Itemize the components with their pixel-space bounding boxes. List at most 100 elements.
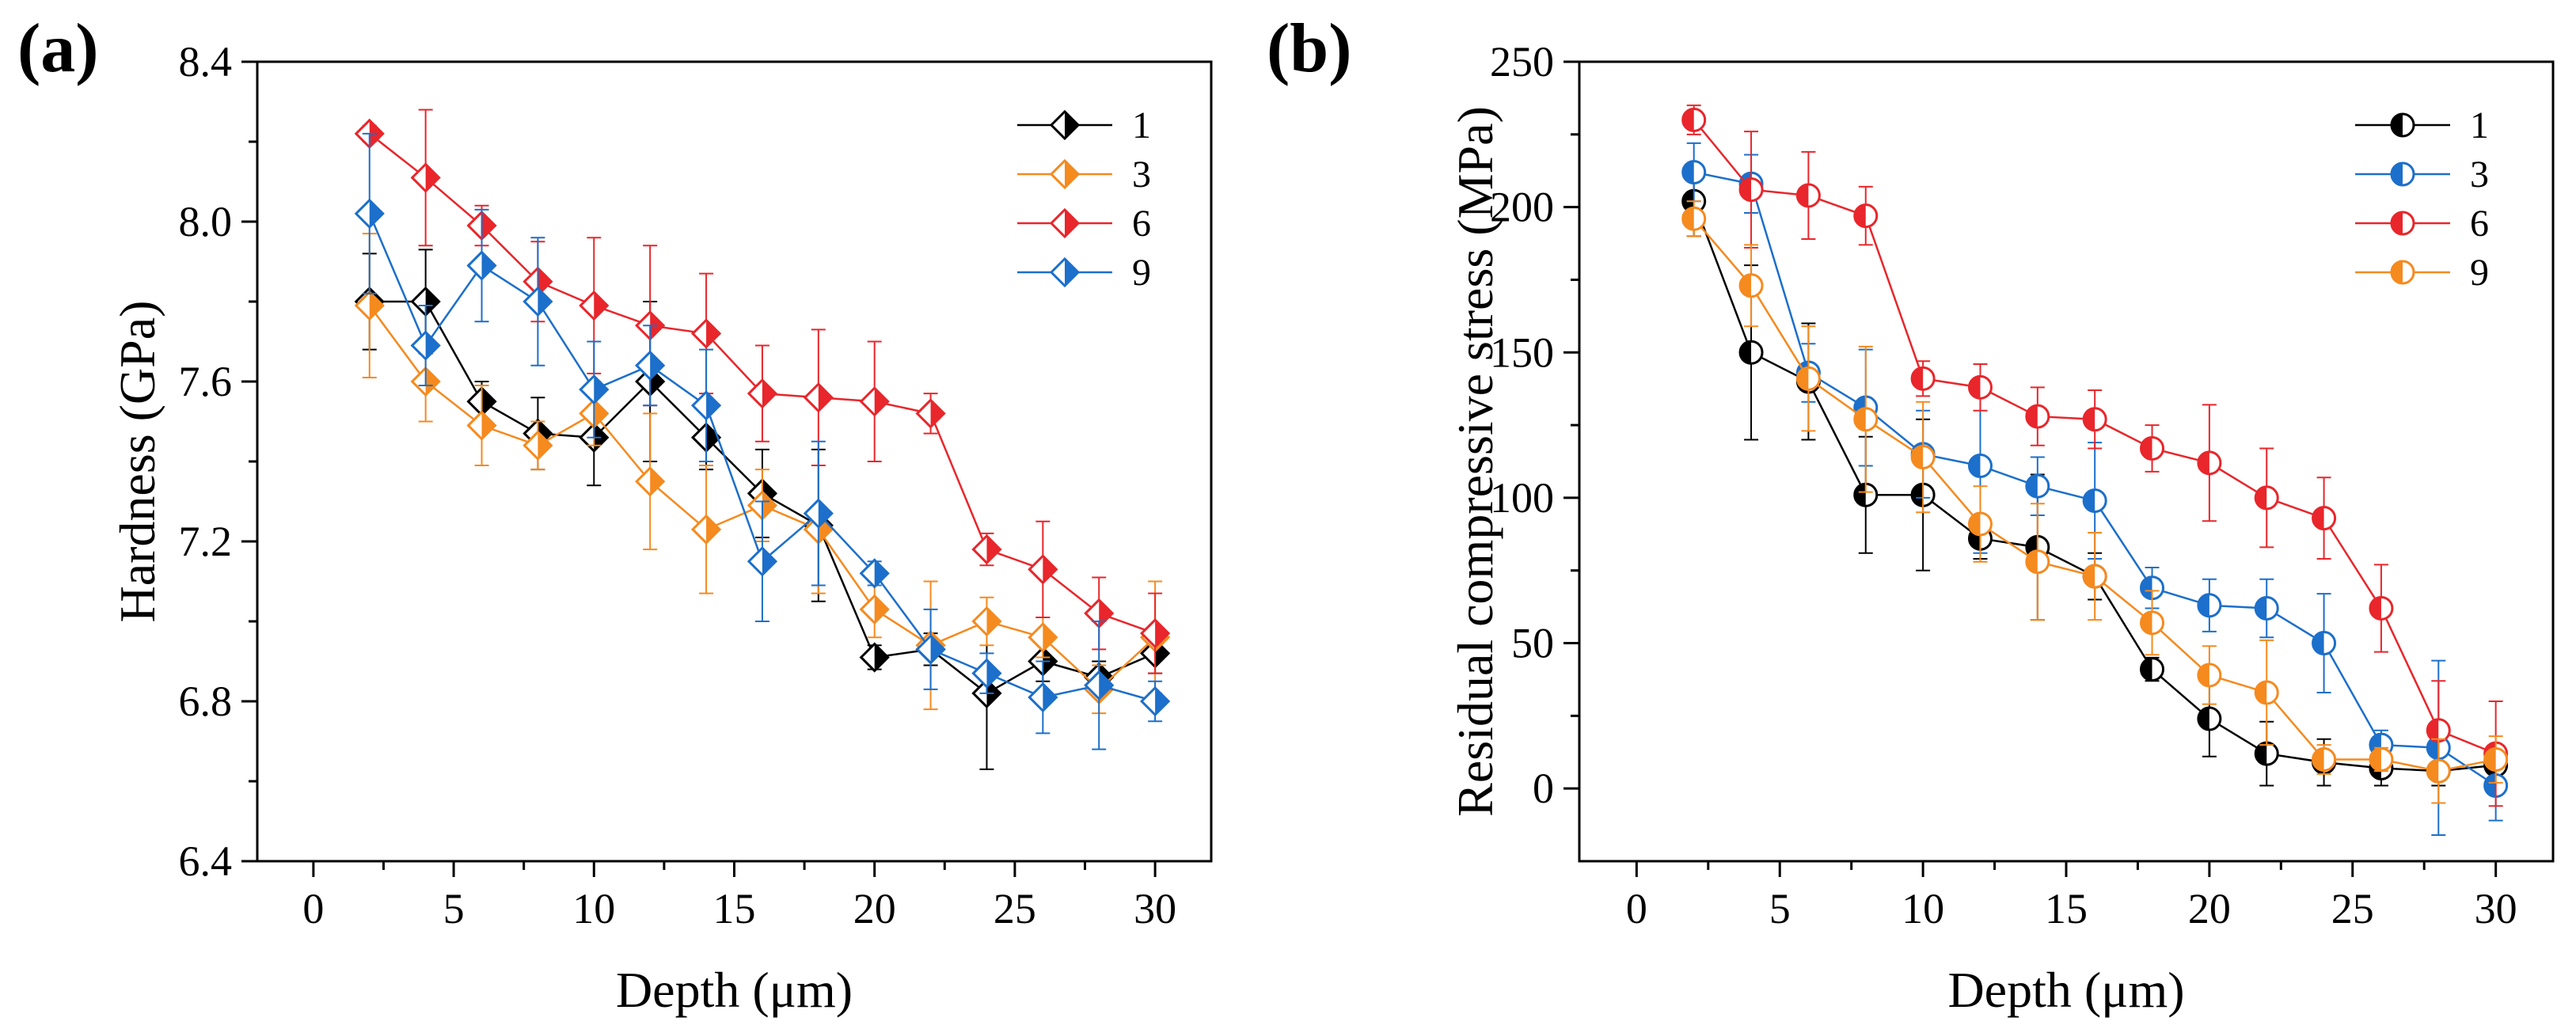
legend-label: 6 [2470,203,2489,245]
legend-item-3: 3 [1017,154,1151,196]
marker-fill-half [369,199,383,227]
data-point [2426,718,2451,743]
data-point [1681,206,1707,231]
marker-outline [2025,404,2050,429]
marker-outline [1910,366,1936,391]
data-point [971,533,1002,565]
x-axis-title: Depth (μm) [616,962,853,1018]
marker-outline [466,410,497,441]
data-point [1738,273,1764,298]
y-tick-label: 0 [1533,765,1554,812]
marker-fill-half [818,499,832,527]
panel-a-hardness: (a) 0 5 10 15 20 25 30 6.4 6.8 7.2 7.6 8.0 8.4 Depth (… [17,10,1213,1018]
y-tick-label: 6.4 [179,837,233,885]
x-tick-label: 25 [2331,885,2374,932]
marker-outline [579,290,610,321]
marker-outline [2390,112,2415,138]
data-point [690,318,722,349]
marker-fill-half [986,659,1001,687]
marker-outline [1681,107,1707,132]
data-point [859,594,890,625]
data-point [2197,593,2222,618]
marker-outline [859,558,890,589]
data-point [2426,758,2451,784]
data-point [1681,107,1707,132]
marker-fill-half [874,388,888,416]
x-tick-label: 15 [713,885,756,932]
marker-fill-half [594,292,608,320]
marker-outline [1049,256,1081,288]
marker-outline [1967,374,1993,400]
marker-outline [2140,610,2165,636]
data-point [1028,622,1058,653]
y-tick-label: 6.8 [179,678,233,725]
marker-outline [2025,473,2050,499]
marker-outline [522,430,553,461]
marker-outline [859,594,890,625]
y-tick-label: 8.4 [179,38,233,85]
marker-outline [1681,160,1707,185]
marker-outline [1738,273,1764,298]
y-tick-label: 50 [1511,620,1554,667]
marker-outline [1967,511,1993,537]
marker-outline [915,398,946,429]
marker-outline [1049,207,1081,239]
marker-fill-half [538,268,552,295]
marker-outline [1795,366,1821,391]
marker-fill-half [930,636,944,663]
marker-fill-half [930,400,944,427]
marker-outline [1910,444,1936,469]
marker-fill-half [1065,210,1078,237]
data-point [410,330,441,361]
legend-marker [2390,260,2415,285]
data-point [2197,663,2222,688]
panel-b-residual-stress: (b) 0 5 10 15 20 25 30 0 50 100 150 200 250 Depth (μm)… [1267,10,2555,1018]
marker-outline [859,642,890,673]
data-point [2312,631,2337,656]
marker-outline [522,286,553,317]
data-point [1967,454,1993,479]
marker-outline [1853,407,1879,432]
marker-outline [466,250,497,281]
marker-outline [2312,631,2337,656]
data-point [2254,741,2279,766]
data-point [2025,549,2050,575]
marker-outline [2312,746,2337,772]
marker-outline [1139,685,1171,717]
data-point [1681,160,1707,185]
legend-marker [1049,158,1081,190]
marker-outline [2483,746,2509,772]
marker-fill-half [425,368,439,395]
y-axis-title: Hardness (GPa) [109,301,165,623]
marker-outline [803,382,834,413]
data-point [1967,374,1993,400]
y-axis-title: Residual compressive stress (MPa) [1447,106,1503,817]
legend-item-9: 9 [2355,252,2489,294]
y-tick-label: 100 [1490,474,1554,522]
marker-outline [410,366,441,397]
marker-outline [1049,109,1081,141]
legend-item-6: 6 [2355,203,2489,245]
y-tick-label: 8.0 [179,198,233,245]
marker-outline [2390,211,2415,236]
x-tick-label: 5 [443,885,465,932]
marker-outline [1084,670,1115,701]
data-point [466,250,497,281]
data-point [1795,183,1821,208]
marker-fill-half [538,288,552,315]
data-point [1139,618,1171,649]
marker-outline [410,162,441,193]
marker-outline [1967,454,1993,479]
marker-outline [690,514,722,545]
data-point [747,378,778,409]
marker-fill-half [481,412,496,439]
data-point [1853,203,1879,229]
marker-fill-half [538,431,552,459]
legend-item-3: 3 [2355,154,2489,196]
data-point [522,286,553,317]
marker-outline [2390,161,2415,187]
data-point [1795,366,1821,391]
marker-fill-half [1043,683,1057,711]
marker-outline [354,290,385,321]
marker-fill-half [1155,688,1169,715]
